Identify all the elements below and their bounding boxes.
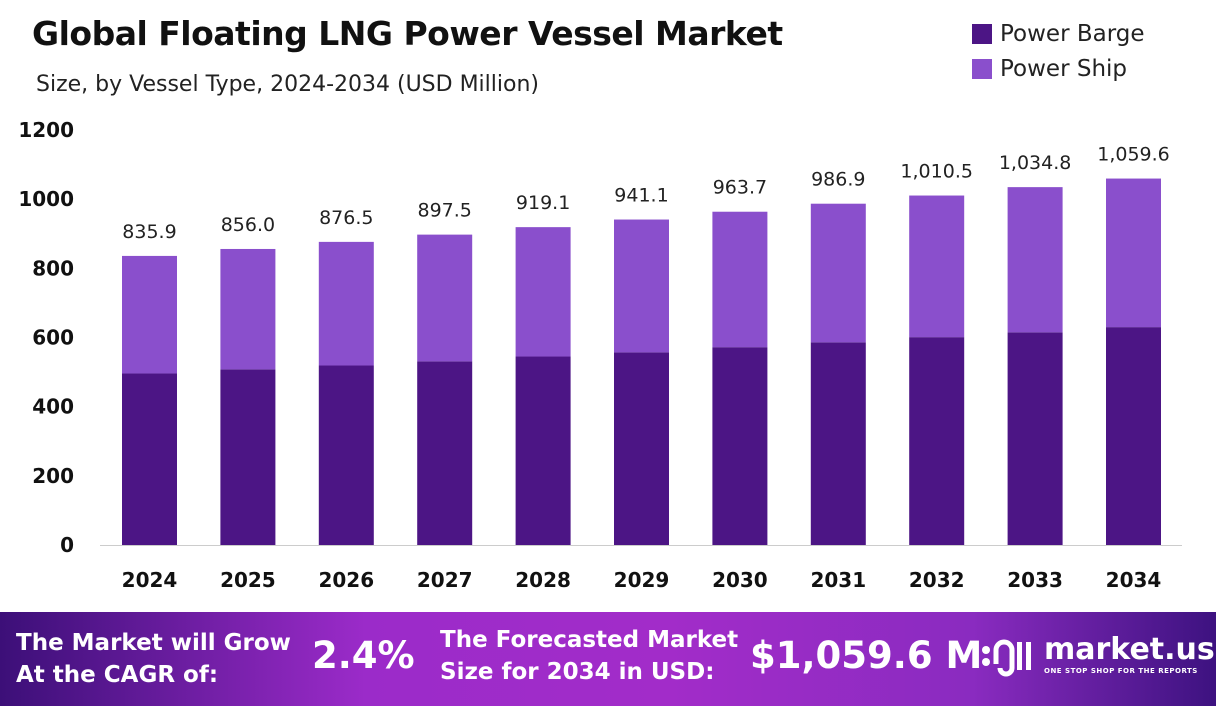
logo: market.us ONE STOP SHOP FOR THE REPORTS: [1044, 632, 1215, 675]
chart-subtitle: Size, by Vessel Type, 2024-2034 (USD Mil…: [36, 72, 539, 97]
x-tick-label: 2025: [220, 568, 276, 592]
legend-item-power-ship: Power Ship: [972, 51, 1145, 86]
y-tick-label: 800: [32, 256, 74, 280]
bar-power-barge: [220, 369, 276, 545]
data-label: 963.7: [713, 177, 767, 199]
bar-power-ship: [1106, 178, 1161, 328]
bar-power-ship: [614, 219, 669, 353]
bar-power-barge: [515, 356, 571, 545]
bar-power-barge: [712, 347, 768, 545]
x-tick-label: 2026: [318, 568, 374, 592]
x-tick-label: 2027: [417, 568, 473, 592]
forecast-label-line: The Forecasted Market: [440, 627, 739, 653]
y-tick-label: 0: [60, 533, 74, 557]
cagr-value: 2.4%: [312, 634, 415, 677]
data-label: 1,059.6: [1097, 144, 1170, 166]
bar-power-ship: [220, 248, 276, 370]
legend-label: Power Ship: [1000, 55, 1128, 82]
cagr-label: The Market will Grow At the CAGR of:: [16, 627, 291, 691]
cagr-label-line: The Market will Grow: [16, 630, 291, 656]
y-tick-label: 200: [32, 464, 74, 488]
bar-power-ship: [122, 255, 177, 374]
data-label: 897.5: [417, 200, 471, 222]
bar-power-ship: [810, 203, 866, 343]
chart-title: Global Floating LNG Power Vessel Market: [32, 14, 783, 53]
x-tick-label: 2024: [122, 568, 178, 592]
bar-power-ship: [515, 227, 571, 357]
bar-power-barge: [1106, 327, 1161, 545]
logo-tagline: ONE STOP SHOP FOR THE REPORTS: [1044, 667, 1198, 675]
bar-power-ship: [417, 234, 473, 362]
bar-power-barge: [122, 373, 177, 545]
bar-power-ship: [712, 211, 768, 348]
cagr-label-line: At the CAGR of:: [16, 662, 219, 688]
data-label: 986.9: [811, 169, 865, 191]
y-tick-label: 600: [32, 326, 74, 350]
forecast-label: The Forecasted Market Size for 2034 in U…: [440, 624, 738, 688]
data-label: 919.1: [516, 192, 570, 214]
data-label: 1,034.8: [999, 152, 1072, 174]
data-label: 835.9: [122, 221, 176, 243]
bar-power-ship: [1007, 187, 1063, 333]
logo-name: market.us: [1044, 632, 1215, 667]
legend-label: Power Barge: [1000, 20, 1145, 47]
bar-power-barge: [1007, 332, 1063, 545]
data-label: 941.1: [614, 185, 668, 207]
forecast-label-line: Size for 2034 in USD:: [440, 659, 715, 685]
market-us-logo-icon: [982, 639, 1031, 677]
y-tick-label: 400: [32, 395, 74, 419]
bar-chart: 0 200 400 600 800 1000 1200 835.9 2024 856.0 2025 8…: [18, 118, 1182, 592]
bar-power-barge: [318, 365, 374, 545]
legend-swatch: [972, 23, 992, 44]
x-tick-label: 2033: [1007, 568, 1063, 592]
x-tick-label: 2028: [515, 568, 571, 592]
x-tick-label: 2031: [810, 568, 866, 592]
bar-power-barge: [417, 361, 473, 545]
bar-power-barge: [909, 337, 965, 545]
legend: Power Barge Power Ship: [972, 16, 1145, 86]
y-tick-label: 1000: [18, 187, 74, 211]
x-tick-label: 2032: [909, 568, 965, 592]
bar-power-barge: [810, 342, 866, 545]
footer-banner: The Market will Grow At the CAGR of: 2.4…: [0, 612, 1216, 706]
bar-power-barge: [614, 352, 669, 545]
legend-item-power-barge: Power Barge: [972, 16, 1145, 51]
legend-swatch: [972, 58, 992, 79]
data-label: 876.5: [319, 207, 373, 229]
forecast-value: $1,059.6 M: [750, 634, 983, 677]
y-tick-label: 1200: [18, 118, 74, 142]
x-tick-label: 2029: [614, 568, 670, 592]
data-label: 856.0: [221, 214, 275, 236]
x-tick-label: 2030: [712, 568, 768, 592]
x-tick-label: 2034: [1106, 568, 1162, 592]
bar-power-ship: [318, 241, 374, 366]
bar-power-ship: [909, 195, 965, 338]
data-label: 1,010.5: [900, 161, 973, 183]
